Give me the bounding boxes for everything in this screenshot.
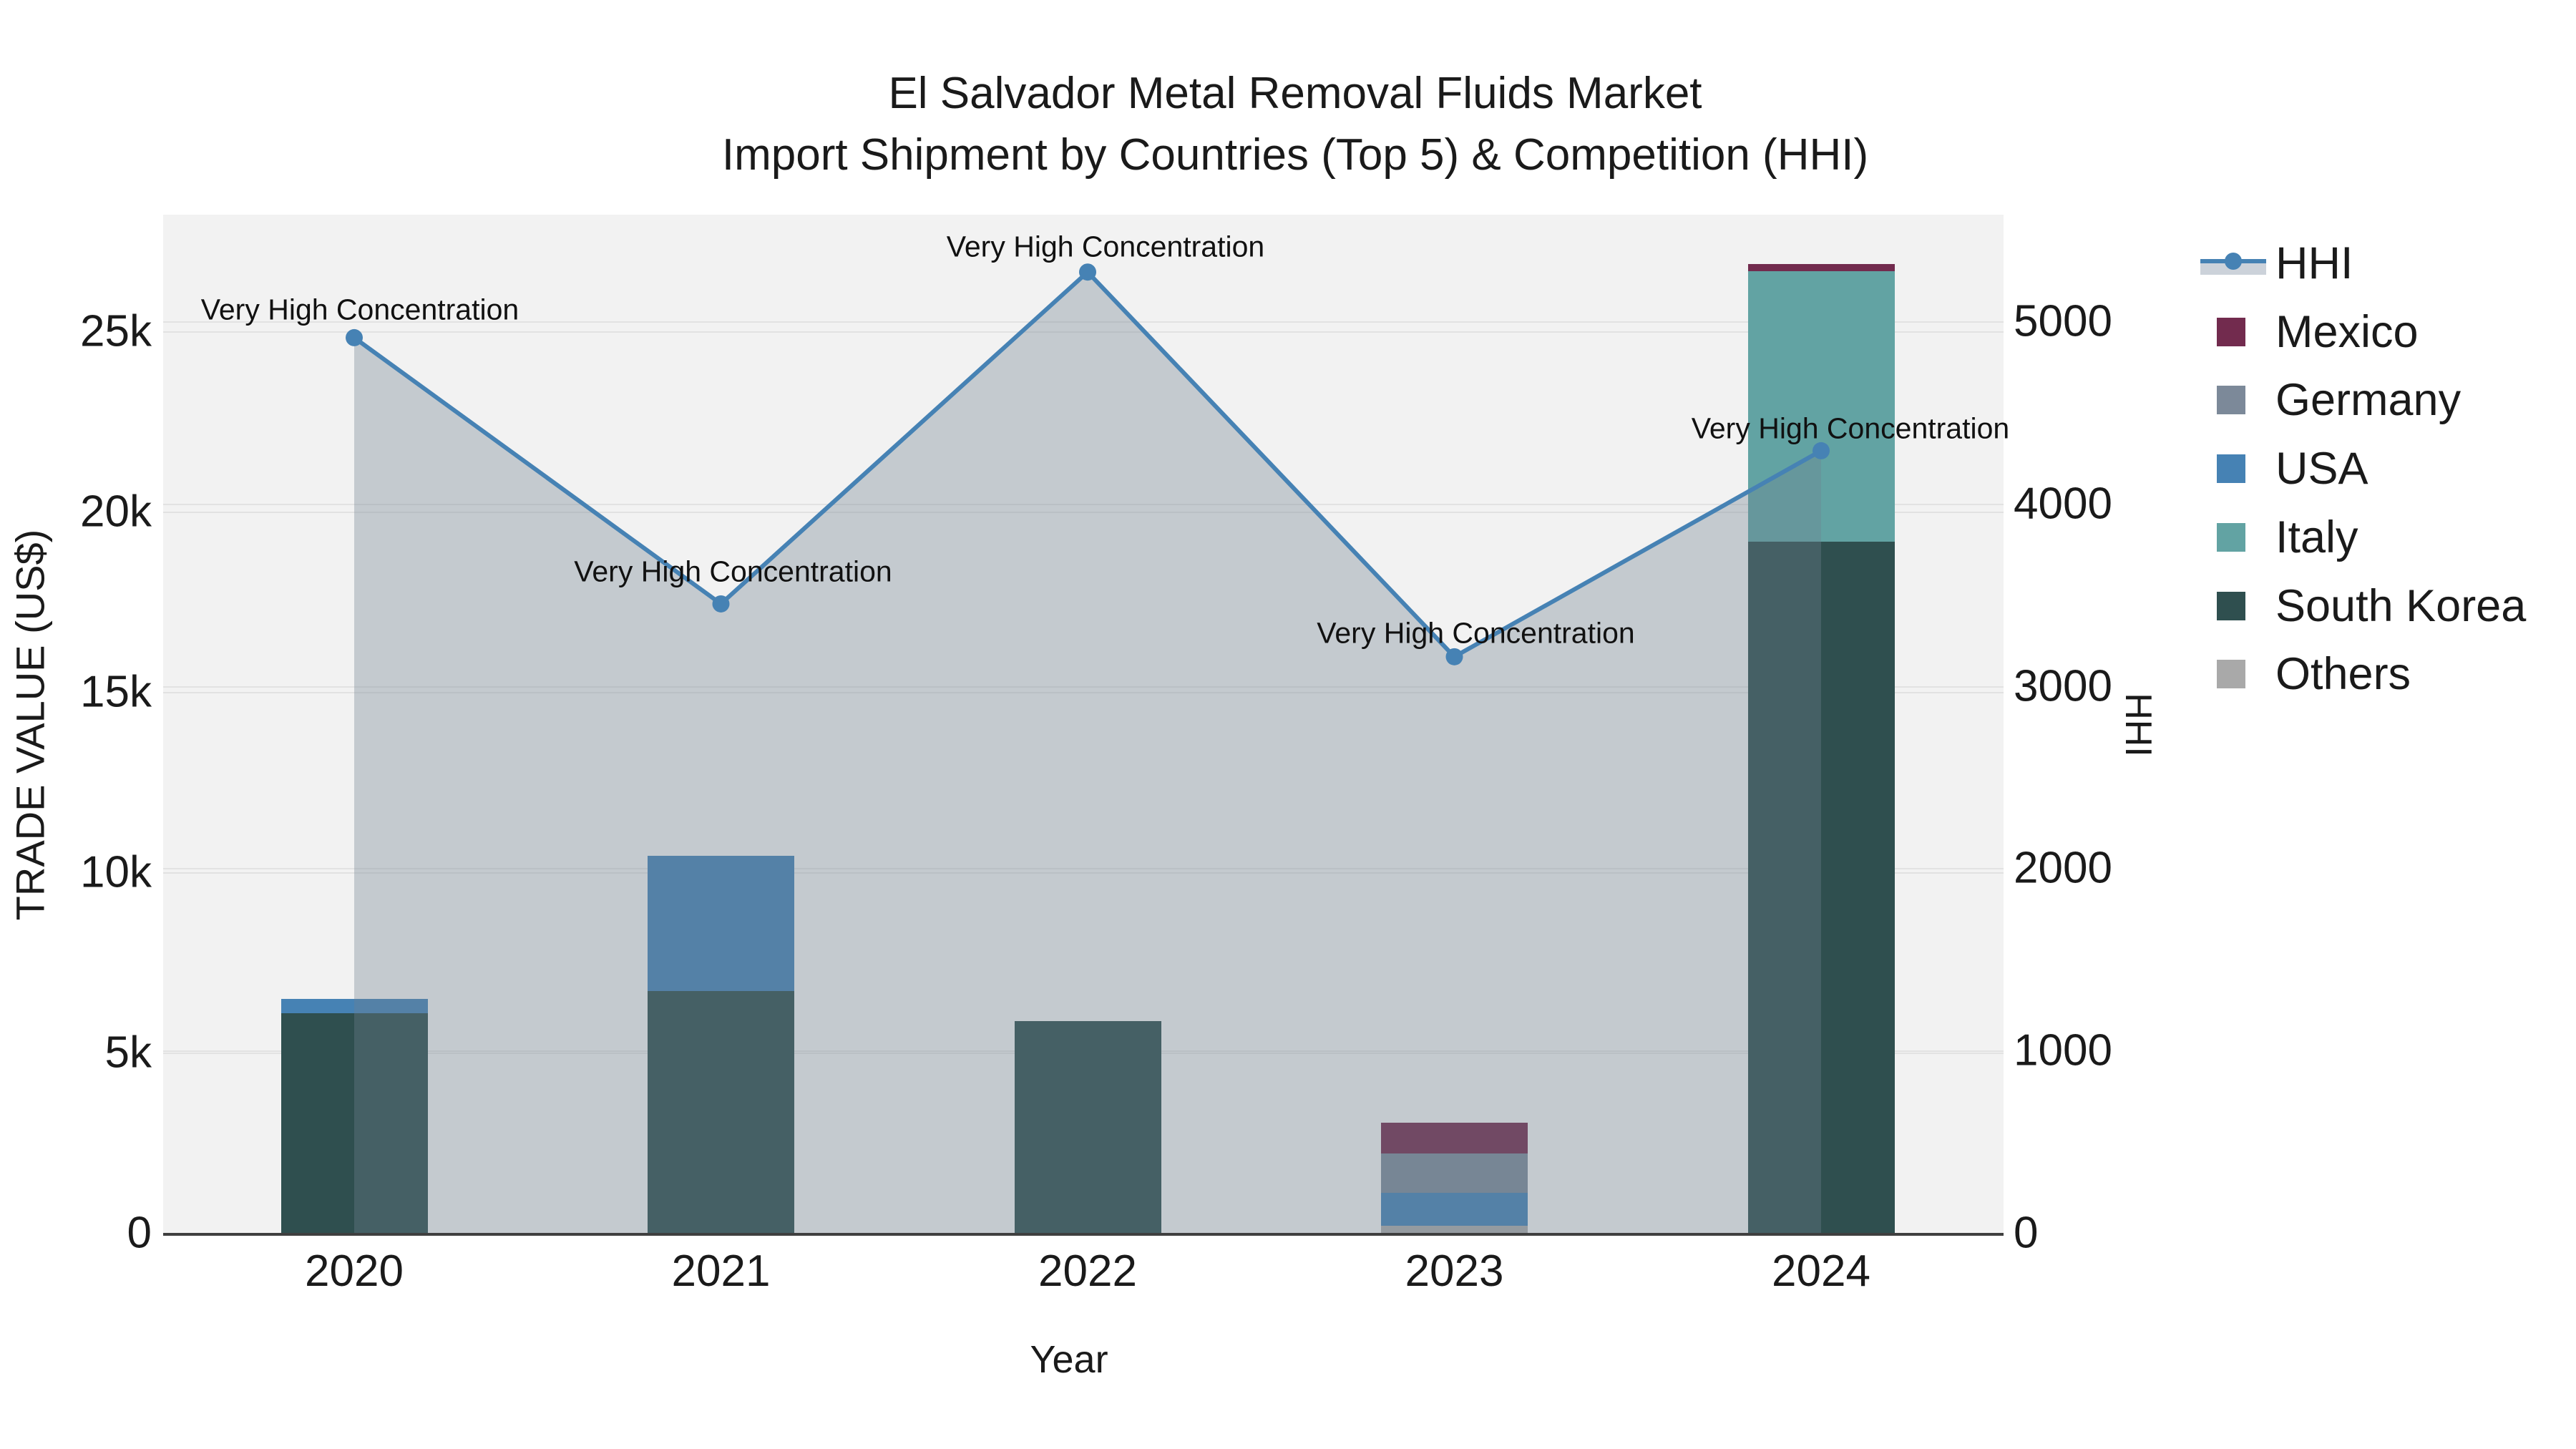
annotation-2022: Very High Concentration	[946, 230, 1265, 263]
x-axis-title: Year	[1030, 1338, 1108, 1381]
x-tick-2020: 2020	[305, 1246, 404, 1296]
y-left-tick-20k: 20k	[80, 487, 152, 537]
hhi-point-2022[interactable]	[1079, 263, 1096, 281]
bar-segment-usa-2023[interactable]	[1381, 1193, 1528, 1226]
gridline-left-20000	[163, 512, 2004, 513]
gridline-left-10000	[163, 872, 2004, 874]
hhi-point-2020[interactable]	[346, 328, 363, 346]
x-tick-2022: 2022	[1038, 1246, 1137, 1296]
chart-title: El Salvador Metal Removal Fluids Market …	[0, 63, 2576, 186]
legend-swatch-usa	[2217, 454, 2245, 484]
legend-hhi-marker-dot	[2225, 253, 2242, 270]
legend-item-others[interactable]: Others	[2200, 645, 2572, 703]
bar-segment-others-2023[interactable]	[1381, 1225, 1528, 1233]
gridline-right-3000	[163, 686, 2004, 688]
chart-title-line1: El Salvador Metal Removal Fluids Market	[888, 69, 1702, 118]
hhi-area-fill	[354, 272, 1821, 1233]
y-right-tick-1000: 1000	[2014, 1025, 2112, 1075]
legend-label-hhi: HHI	[2275, 238, 2353, 288]
legend-swatch-others	[2217, 660, 2245, 689]
annotation-2023: Very High Concentration	[1317, 616, 1635, 650]
gridline-right-2000	[163, 868, 2004, 870]
bar-segment-usa-2021[interactable]	[648, 856, 794, 992]
legend-label-italy: Italy	[2275, 512, 2358, 562]
legend-swatch-south-korea	[2217, 591, 2245, 620]
legend-label-usa: USA	[2275, 444, 2368, 494]
y-left-tick-15k: 15k	[80, 667, 152, 717]
bar-segment-south-korea-2020[interactable]	[280, 1013, 428, 1233]
y-axis-left-title: TRADE VALUE (US$)	[7, 529, 53, 921]
y-left-tick-10k: 10k	[80, 847, 152, 897]
y-axis-right-title: HHI	[2117, 693, 2159, 757]
bar-segment-mexico-2023[interactable]	[1381, 1123, 1528, 1154]
y-right-tick-4000: 4000	[2014, 479, 2112, 529]
annotation-2024: Very High Concentration	[1691, 411, 2010, 445]
y-right-tick-0: 0	[2014, 1208, 2039, 1258]
legend-item-hhi[interactable]: HHI	[2200, 235, 2572, 292]
y-left-tick-5k: 5k	[104, 1028, 152, 1078]
y-left-tick-25k: 25k	[80, 306, 152, 356]
bar-segment-south-korea-2024[interactable]	[1747, 541, 1895, 1233]
y-right-tick-2000: 2000	[2014, 843, 2112, 893]
gridline-left-15000	[163, 692, 2004, 693]
legend-label-mexico: Mexico	[2275, 306, 2419, 357]
annotation-2021: Very High Concentration	[574, 555, 892, 588]
legend-hhi-line-icon	[2200, 248, 2266, 279]
hhi-point-2021[interactable]	[712, 595, 730, 613]
bar-segment-usa-2020[interactable]	[280, 999, 428, 1013]
legend-swatch-italy	[2217, 522, 2245, 552]
legend-swatch-mexico	[2217, 317, 2245, 346]
legend-item-italy[interactable]: Italy	[2200, 509, 2572, 566]
annotation-2020: Very High Concentration	[200, 293, 519, 326]
bar-segment-south-korea-2022[interactable]	[1014, 1021, 1161, 1233]
chart-title-line2: Import Shipment by Countries (Top 5) & C…	[721, 130, 1869, 180]
y-left-tick-0: 0	[127, 1208, 152, 1258]
legend-label-germany: Germany	[2275, 375, 2462, 426]
x-tick-2024: 2024	[1772, 1246, 1870, 1296]
hhi-point-2024[interactable]	[1813, 441, 1830, 459]
legend-item-south-korea[interactable]: South Korea	[2200, 577, 2572, 635]
gridline-left-25000	[163, 331, 2004, 333]
bar-segment-mexico-2024[interactable]	[1747, 263, 1895, 271]
y-right-tick-3000: 3000	[2014, 661, 2112, 711]
hhi-point-2023[interactable]	[1445, 648, 1463, 665]
legend-item-germany[interactable]: Germany	[2200, 371, 2572, 429]
bar-segment-south-korea-2021[interactable]	[648, 991, 794, 1233]
x-tick-2021: 2021	[671, 1246, 771, 1296]
plot-area: Very High Concentration Very High Concent…	[163, 215, 2009, 1233]
bar-segment-germany-2023[interactable]	[1381, 1153, 1528, 1194]
bar-segment-italy-2024[interactable]	[1747, 270, 1895, 542]
hhi-line-layer	[346, 263, 1830, 1233]
y-right-tick-5000: 5000	[2014, 296, 2112, 346]
x-tick-2023: 2023	[1405, 1246, 1504, 1296]
legend-item-usa[interactable]: USA	[2200, 440, 2572, 497]
legend-item-mexico[interactable]: Mexico	[2200, 303, 2572, 361]
legend-swatch-germany	[2217, 386, 2245, 415]
gridline-right-4000	[163, 503, 2004, 505]
legend-label-others: Others	[2275, 649, 2411, 700]
x-axis-line	[163, 1233, 2004, 1236]
gridline-right-5000	[163, 321, 2004, 323]
legend-label-south-korea: South Korea	[2275, 580, 2527, 631]
